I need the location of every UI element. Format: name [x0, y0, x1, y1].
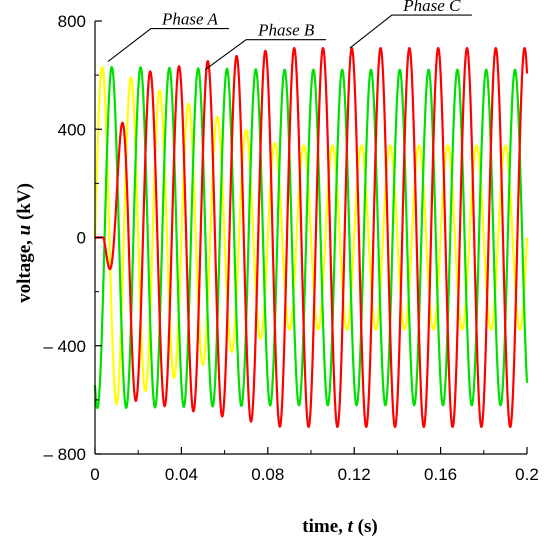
x-axis-title-main: time, [302, 516, 347, 537]
series-line-phase-a [93, 65, 529, 406]
x-axis-title: time, t (s) [302, 516, 377, 537]
y-tick-label: – 400 [43, 337, 86, 356]
phase-label-leader [204, 39, 327, 71]
series-line-phase-c [94, 46, 529, 429]
x-tick-label: 0.08 [251, 465, 284, 484]
phase-label-phase-b: Phase B [257, 21, 315, 40]
y-axis-title-main: voltage, [14, 235, 35, 303]
series-line-phase-b [93, 65, 529, 410]
plot-lines [93, 46, 529, 429]
y-axis-title: voltage, u (kV) [14, 183, 35, 303]
x-tick-label: 0.2 [515, 465, 539, 484]
phase-labels: Phase A Phase B Phase C [107, 0, 472, 71]
y-axis-title-unit: (kV) [14, 183, 35, 225]
y-tick-label: 400 [58, 120, 86, 139]
phase-label-leader [107, 28, 229, 63]
y-tick-label: 800 [58, 12, 86, 31]
phase-label-phase-c: Phase C [402, 0, 461, 15]
x-tick-label: 0 [90, 465, 99, 484]
phase-label-phase-a: Phase A [161, 10, 218, 29]
phase-label-leader [349, 14, 472, 49]
plot-axes: 0 0.04 0.08 0.12 0.16 0.2 – 800 – 400 0 400 800 [43, 12, 538, 484]
x-axis-title-var: t [348, 516, 354, 537]
x-tick-label: 0.04 [165, 465, 198, 484]
y-tick-label: – 800 [43, 445, 86, 464]
y-axis-title-var: u [14, 225, 35, 236]
x-tick-label: 0.16 [424, 465, 457, 484]
x-tick-label: 0.12 [338, 465, 371, 484]
y-tick-label: 0 [77, 229, 86, 248]
x-axis-title-unit: (s) [353, 516, 378, 537]
